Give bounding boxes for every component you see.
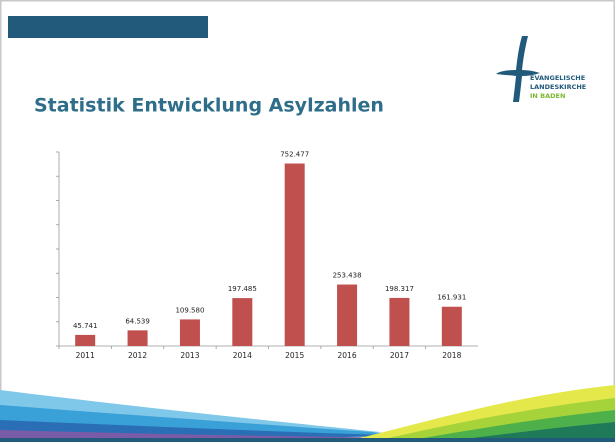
page: {"logo": {"lines": ["EVANGELISCHE", "LAN… (0, 0, 615, 446)
bar (389, 298, 409, 346)
chart-title: Statistik Entwicklung Asylzahlen (34, 95, 384, 117)
bar (442, 307, 462, 346)
logo-text: EVANGELISCHE (530, 74, 585, 82)
x-tick-label: 2013 (180, 351, 199, 360)
value-label: 752.477 (280, 151, 309, 159)
x-tick-label: 2018 (442, 351, 461, 360)
bar (128, 330, 148, 346)
header-bar (8, 16, 208, 38)
bar (75, 335, 95, 346)
value-label: 197.485 (228, 285, 257, 293)
bar (285, 164, 305, 346)
value-label: 253.438 (333, 272, 362, 280)
logo-text: IN BADEN (530, 92, 565, 100)
x-tick-label: 2014 (233, 351, 252, 360)
bar (337, 285, 357, 346)
value-label: 198.317 (385, 285, 414, 293)
x-tick-label: 2015 (285, 351, 304, 360)
x-tick-label: 2011 (76, 351, 95, 360)
bar (232, 298, 252, 346)
value-label: 45.741 (73, 322, 98, 330)
x-tick-label: 2017 (390, 351, 409, 360)
slide: EVANGELISCHE LANDESKIRCHE IN BADEN Stati… (0, 0, 615, 442)
logo-text: LANDESKIRCHE (530, 83, 586, 91)
value-label: 161.931 (437, 294, 466, 302)
x-tick-label: 2012 (128, 351, 147, 360)
slide-frame (1, 1, 615, 442)
value-label: 64.539 (125, 317, 150, 325)
x-tick-label: 2016 (338, 351, 357, 360)
value-label: 109.580 (175, 306, 204, 314)
bar (180, 319, 200, 346)
